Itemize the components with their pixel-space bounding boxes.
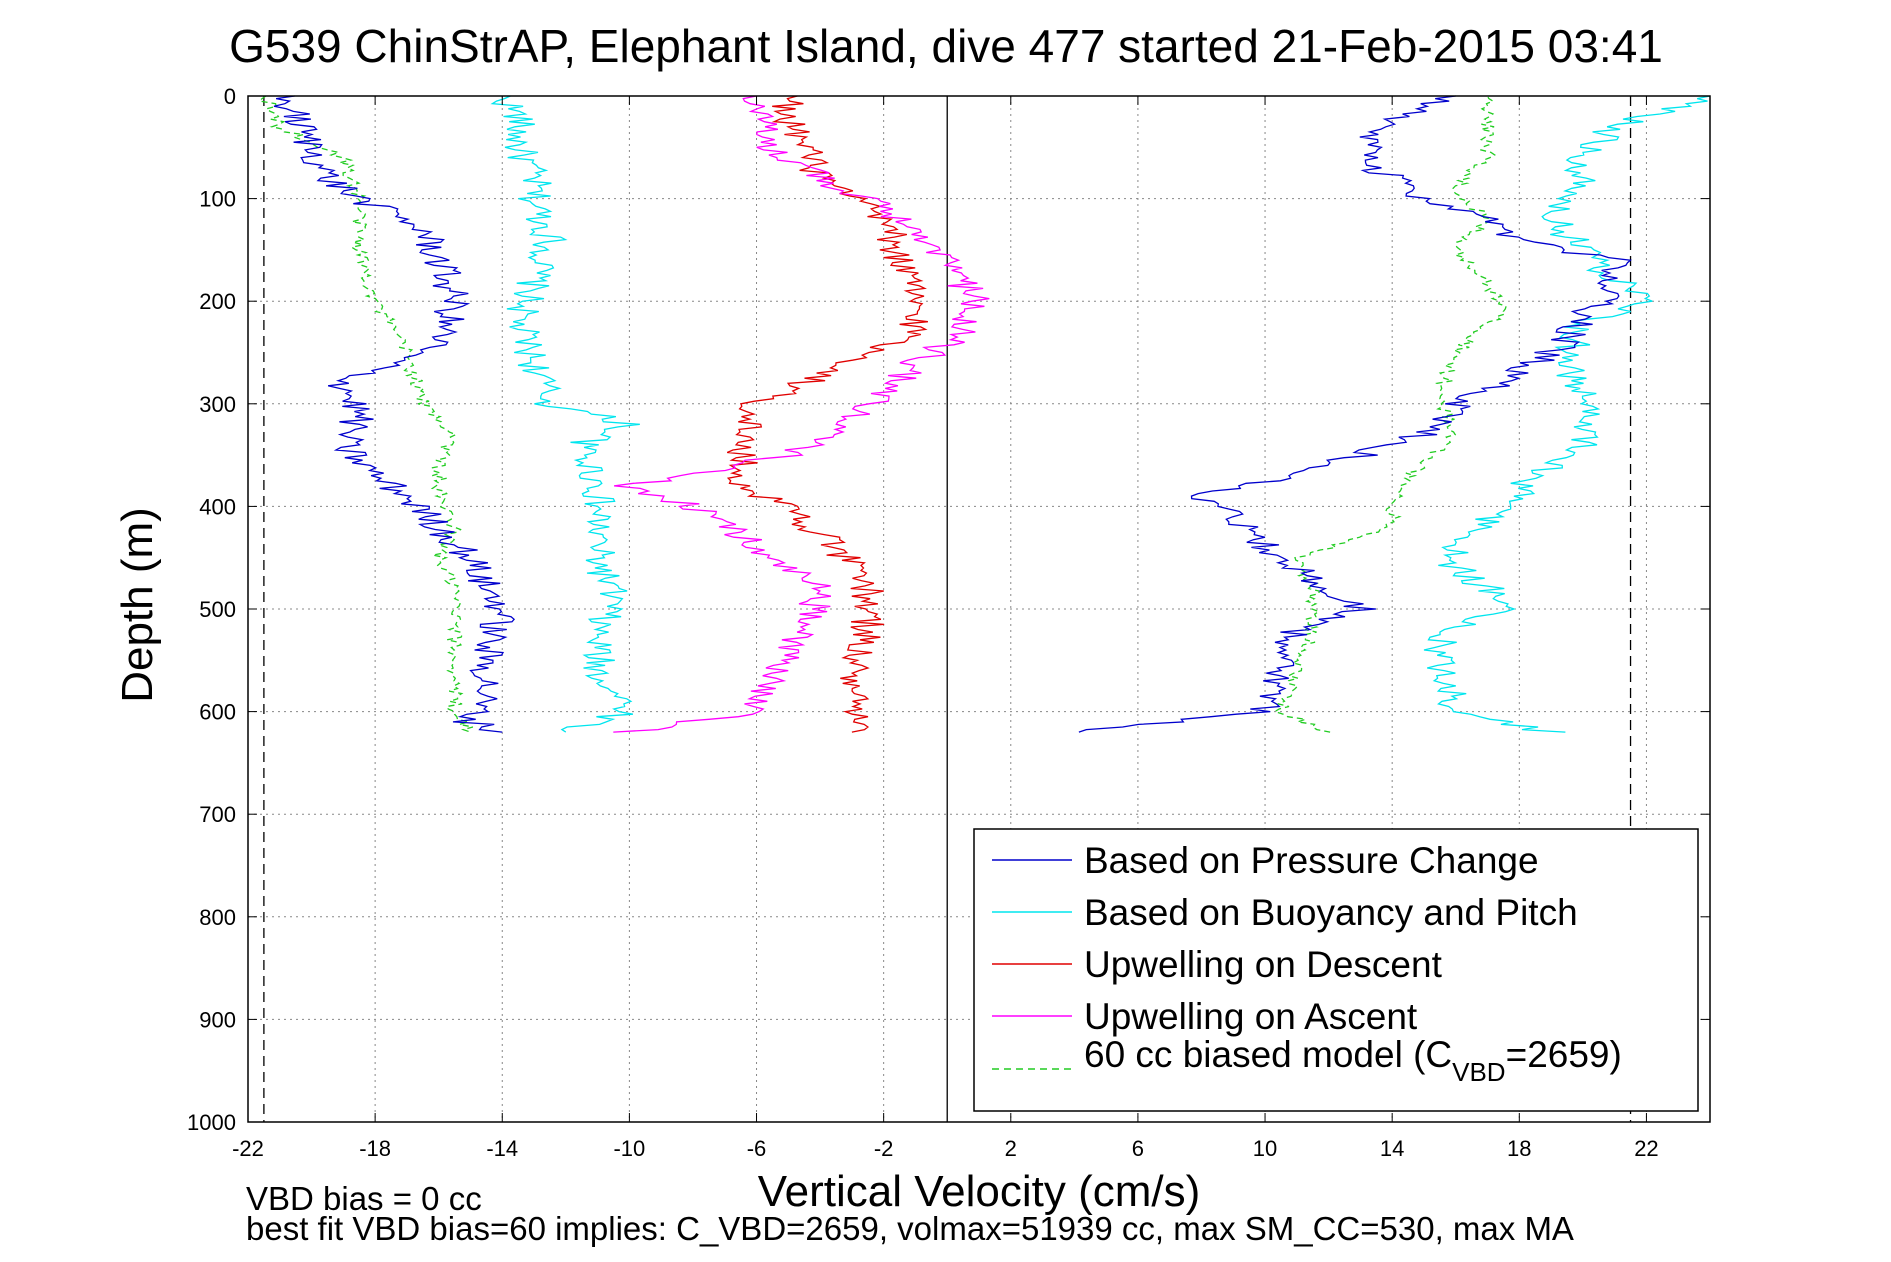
legend-label-model: 60 cc biased model (CVBD=2659)	[1084, 1034, 1622, 1087]
y-tick-label: 500	[199, 597, 236, 622]
y-tick-label: 400	[199, 494, 236, 519]
legend-label-based-on-buoyancy-and-pitch: Based on Buoyancy and Pitch	[1084, 892, 1578, 933]
legend-label-based-on-pressure-change: Based on Pressure Change	[1084, 840, 1539, 881]
x-tick-label: -18	[359, 1136, 391, 1161]
series-line-based-on-pressure-change-descent	[273, 95, 516, 733]
series-line-60-cc-biased-model-ascent	[1273, 95, 1507, 733]
y-axis-label: Depth (m)	[113, 507, 162, 703]
x-tick-label: -14	[486, 1136, 518, 1161]
y-tick-label: 1000	[187, 1110, 236, 1135]
x-tick-label: 18	[1507, 1136, 1531, 1161]
y-tick-labels: 0 100 200 300 400 500 600 700 800 900 1000	[187, 84, 236, 1135]
legend-box	[973, 828, 1699, 1112]
y-tick-label: 0	[224, 84, 236, 109]
y-tick-label: 300	[199, 392, 236, 417]
x-tick-label: 14	[1380, 1136, 1404, 1161]
x-tick-label: 2	[1005, 1136, 1017, 1161]
x-tick-label: 6	[1132, 1136, 1144, 1161]
series-line-based-on-buoyancy-and-pitch-ascent	[1423, 95, 1711, 733]
legend-items: Based on Pressure Change Based on Buoyanc…	[992, 840, 1578, 1037]
footer-line-2: best fit VBD bias=60 implies: C_VBD=2659…	[246, 1210, 1574, 1247]
footer-line-1: VBD bias = 0 cc	[246, 1180, 482, 1217]
legend-label-upwelling-on-ascent: Upwelling on Ascent	[1084, 996, 1418, 1037]
series-line-upwelling-on-descent-descent	[726, 95, 928, 733]
y-tick-label: 700	[199, 802, 236, 827]
legend-label-model-suffix: =2659)	[1506, 1034, 1622, 1075]
x-tick-label: 10	[1253, 1136, 1277, 1161]
legend: Based on Pressure Change Based on Buoyanc…	[973, 828, 1699, 1112]
legend-label-upwelling-on-descent: Upwelling on Descent	[1084, 944, 1443, 985]
y-tick-label: 600	[199, 700, 236, 725]
y-tick-label: 200	[199, 289, 236, 314]
axis-ticks	[247, 95, 1710, 1123]
x-tick-label: -22	[232, 1136, 264, 1161]
legend-label-model-subscript: VBD	[1452, 1057, 1505, 1087]
x-tick-label: 22	[1634, 1136, 1658, 1161]
chart-title: G539 ChinStrAP, Elephant Island, dive 47…	[229, 20, 1663, 72]
x-tick-labels: -22 -18 -14 -10 -6 -2 2 6 10 14 18 22	[232, 1136, 1659, 1161]
legend-label-model-prefix: 60 cc biased model (C	[1084, 1034, 1452, 1075]
x-tick-label: -2	[874, 1136, 894, 1161]
x-tick-label: -6	[747, 1136, 767, 1161]
series-line-based-on-buoyancy-and-pitch-descent	[490, 95, 640, 733]
x-axis-label: Vertical Velocity (cm/s)	[758, 1167, 1201, 1216]
series-line-upwelling-on-ascent-ascent	[613, 95, 990, 733]
series-layer	[258, 95, 1711, 733]
y-tick-label: 800	[199, 905, 236, 930]
x-tick-label: -10	[613, 1136, 645, 1161]
series-line-based-on-pressure-change-ascent	[1078, 95, 1632, 733]
y-tick-label: 100	[199, 187, 236, 212]
y-tick-label: 900	[199, 1007, 236, 1032]
